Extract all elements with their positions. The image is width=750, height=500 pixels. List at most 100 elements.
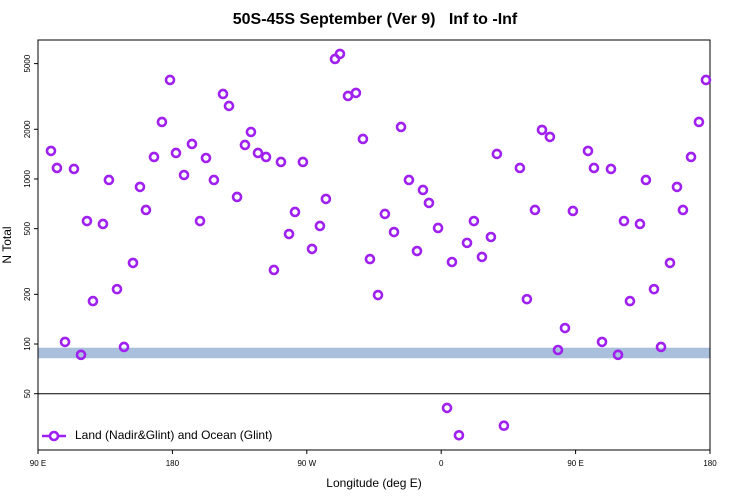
data-point	[655, 341, 667, 353]
data-point	[103, 174, 115, 186]
data-point	[521, 293, 533, 305]
y-tick-label: 200	[23, 287, 32, 301]
data-point	[634, 218, 646, 230]
y-tick-label: 2000	[23, 120, 32, 138]
y-tick-label: 1000	[23, 170, 32, 188]
data-point	[320, 193, 332, 205]
data-point	[275, 156, 287, 168]
plot-frame	[37, 39, 711, 451]
data-point	[260, 151, 272, 163]
data-point	[677, 204, 689, 216]
data-point	[468, 215, 480, 227]
data-point	[217, 88, 229, 100]
data-point	[59, 336, 71, 348]
data-point	[388, 226, 400, 238]
y-tick-label: 50	[23, 389, 32, 398]
y-tick-label: 100	[23, 337, 32, 351]
data-point	[45, 145, 57, 157]
data-point	[453, 429, 465, 441]
data-point	[605, 163, 617, 175]
shaded-band	[38, 347, 710, 359]
data-point	[97, 218, 109, 230]
data-point	[178, 169, 190, 181]
data-point	[498, 420, 510, 432]
data-point	[685, 151, 697, 163]
legend-marker	[48, 430, 60, 442]
data-point	[68, 163, 80, 175]
data-point	[111, 283, 123, 295]
data-point	[700, 74, 712, 86]
data-point	[186, 138, 198, 150]
data-point	[194, 215, 206, 227]
data-point	[671, 181, 683, 193]
x-tick-label: 0	[439, 459, 444, 468]
data-point	[134, 181, 146, 193]
chart-title: 50S-45S September (Ver 9) Inf to -Inf	[233, 11, 518, 28]
data-point	[552, 344, 564, 356]
x-axis-label: Longitude (deg E)	[326, 476, 421, 490]
data-point	[334, 48, 346, 60]
data-point	[127, 257, 139, 269]
data-point	[544, 131, 556, 143]
x-tick-label: 180	[166, 459, 180, 468]
y-tick-label: 5000	[23, 54, 32, 72]
data-point	[417, 184, 429, 196]
data-point	[81, 215, 93, 227]
data-point	[664, 257, 676, 269]
data-point	[567, 205, 579, 217]
data-point	[403, 174, 415, 186]
x-tick-label: 180	[703, 459, 717, 468]
data-point	[140, 204, 152, 216]
data-point	[239, 139, 251, 151]
data-point	[514, 162, 526, 174]
data-point	[350, 87, 362, 99]
data-point	[432, 222, 444, 234]
data-point	[640, 174, 652, 186]
data-point	[306, 243, 318, 255]
x-tick-label: 90 E	[567, 459, 583, 468]
data-point	[245, 126, 257, 138]
data-point	[612, 349, 624, 361]
data-point	[208, 174, 220, 186]
data-point	[297, 156, 309, 168]
data-point	[268, 264, 280, 276]
data-point	[596, 336, 608, 348]
data-point	[559, 322, 571, 334]
data-point	[441, 402, 453, 414]
data-point	[87, 295, 99, 307]
data-point	[200, 152, 212, 164]
data-point	[624, 295, 636, 307]
data-point	[372, 289, 384, 301]
data-point	[75, 349, 87, 361]
y-axis-label: N Total	[0, 226, 14, 263]
data-point	[693, 116, 705, 128]
data-point	[118, 341, 130, 353]
data-point	[148, 151, 160, 163]
data-point	[364, 253, 376, 265]
data-point	[314, 220, 326, 232]
data-point	[476, 251, 488, 263]
data-point	[461, 237, 473, 249]
data-point	[156, 116, 168, 128]
data-point	[395, 121, 407, 133]
data-point	[223, 100, 235, 112]
data-point	[252, 147, 264, 159]
data-point	[491, 148, 503, 160]
data-point	[529, 204, 541, 216]
data-point	[485, 231, 497, 243]
data-point	[231, 191, 243, 203]
data-point	[170, 147, 182, 159]
data-point	[588, 162, 600, 174]
data-point	[582, 145, 594, 157]
data-point	[51, 162, 63, 174]
data-point	[164, 74, 176, 86]
data-point	[648, 283, 660, 295]
data-point	[423, 197, 435, 209]
data-point	[283, 228, 295, 240]
data-point	[446, 256, 458, 268]
legend-label: Land (Nadir&Glint) and Ocean (Glint)	[75, 428, 272, 442]
y-tick-label: 500	[23, 221, 32, 235]
data-point	[289, 206, 301, 218]
data-point	[379, 208, 391, 220]
